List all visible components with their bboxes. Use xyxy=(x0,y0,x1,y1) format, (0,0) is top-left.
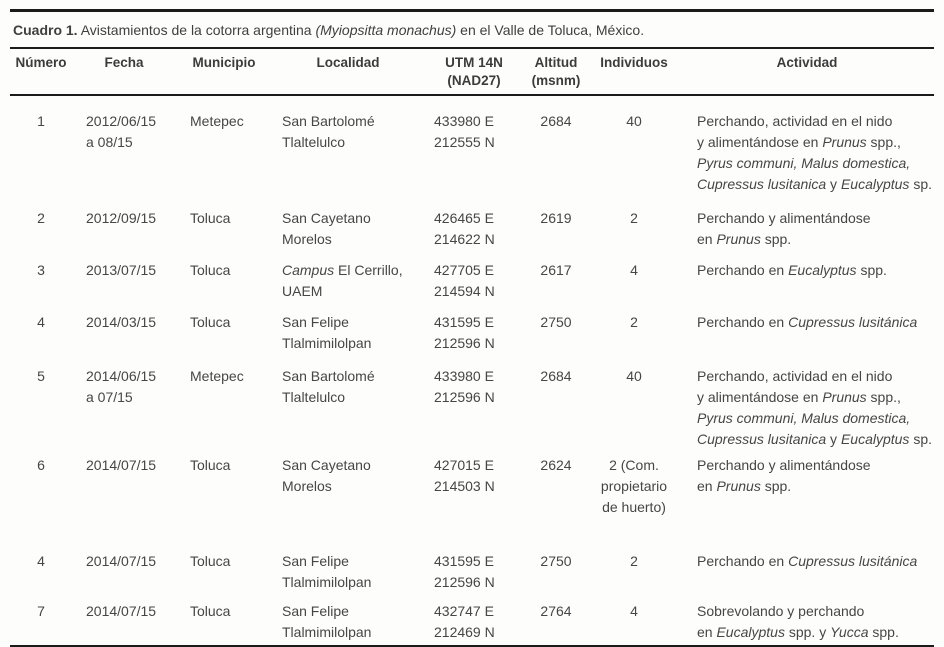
cell-numero: 1 xyxy=(37,113,45,129)
cell-individuos: 2 xyxy=(630,553,638,569)
cell-fecha: 2014/07/15 xyxy=(86,457,157,473)
cell-numero: 2 xyxy=(37,210,45,226)
cell-altitud: 2619 xyxy=(540,210,572,226)
cell-fecha: 2012/09/15 xyxy=(86,210,157,226)
cell-altitud: 2750 xyxy=(540,314,572,330)
cell-numero: 6 xyxy=(37,457,45,473)
cell-numero: 4 xyxy=(37,314,45,330)
cell-municipio: Toluca xyxy=(190,262,231,278)
cell-actividad: Perchando, actividad en el nido y alimen… xyxy=(697,368,933,447)
cell-altitud: 2617 xyxy=(540,262,572,278)
cell-municipio: Toluca xyxy=(190,210,231,226)
cell-municipio: Toluca xyxy=(190,314,231,330)
table-row: 4 2014/03/15 Toluca San Felipe Tlalmimil… xyxy=(10,312,934,366)
table-row: 4 2014/07/15 Toluca San Felipe Tlalmimil… xyxy=(10,551,934,601)
cell-fecha: 2014/07/15 xyxy=(86,603,157,619)
column-header-altitud: Altitud (msnm) xyxy=(524,49,588,96)
cell-numero: 4 xyxy=(37,553,45,569)
cell-altitud: 2750 xyxy=(540,553,572,569)
cell-utm: 431595 E 212596 N xyxy=(434,314,495,351)
cell-utm: 426465 E 214622 N xyxy=(434,210,495,247)
table-row: 5 2014/06/15 a 07/15 Metepec San Bartolo… xyxy=(10,366,934,455)
cell-actividad: Perchando, actividad en el nido y alimen… xyxy=(697,113,933,192)
cell-localidad: San Cayetano Morelos xyxy=(282,210,371,247)
table-row: 1 2012/06/15 a 08/15 Metepec San Bartolo… xyxy=(10,95,934,208)
cell-actividad: Perchando en Eucalyptus spp. xyxy=(697,262,887,278)
cell-utm: 427015 E 214503 N xyxy=(434,457,495,494)
table-title: Cuadro 1. Avistamientos de la cotorra ar… xyxy=(13,22,645,38)
cell-individuos: 2 xyxy=(630,314,638,330)
column-header-localidad: Localidad xyxy=(272,49,424,96)
column-header-actividad: Actividad xyxy=(680,49,934,96)
cell-municipio: Toluca xyxy=(190,457,231,473)
cell-municipio: Toluca xyxy=(190,553,231,569)
cell-individuos: 2 (Com. propietario de huerto) xyxy=(600,457,668,515)
cell-actividad: Perchando y alimentándose en Prunus spp. xyxy=(697,457,871,494)
table-body: 1 2012/06/15 a 08/15 Metepec San Bartolo… xyxy=(10,95,934,645)
table-header: Número Fecha Municipio Localidad UTM 14N… xyxy=(10,49,934,96)
cell-municipio: Metepec xyxy=(190,113,244,129)
cell-fecha: 2013/07/15 xyxy=(86,262,157,278)
cell-utm: 433980 E 212596 N xyxy=(434,368,495,405)
column-header-individuos: Individuos xyxy=(588,49,680,96)
cell-localidad: San Cayetano Morelos xyxy=(282,457,371,494)
table-row: 2 2012/09/15 Toluca San Cayetano Morelos… xyxy=(10,208,934,260)
cell-utm: 433980 E 212555 N xyxy=(434,113,495,150)
cell-localidad: San Felipe Tlalmimilolpan xyxy=(282,553,372,590)
cell-utm: 427705 E 214594 N xyxy=(434,262,495,299)
cell-altitud: 2684 xyxy=(540,113,572,129)
cell-individuos: 4 xyxy=(630,603,638,619)
cell-localidad: San Bartolomé Tlaltelulco xyxy=(282,368,375,405)
table-row: 6 2014/07/15 Toluca San Cayetano Morelos… xyxy=(10,455,934,551)
cell-localidad: San Bartolomé Tlaltelulco xyxy=(282,113,375,150)
sightings-table: Número Fecha Municipio Localidad UTM 14N… xyxy=(10,49,934,645)
table-row: 7 2014/07/15 Toluca San Felipe Tlalmimil… xyxy=(10,601,934,645)
cell-actividad: Perchando y alimentándose en Prunus spp. xyxy=(697,210,871,247)
cell-individuos: 2 xyxy=(630,210,638,226)
table-row: 3 2013/07/15 Toluca Campus El Cerrillo, … xyxy=(10,260,934,312)
column-header-numero: Número xyxy=(10,49,72,96)
column-header-municipio: Municipio xyxy=(176,49,272,96)
cell-fecha: 2012/06/15 a 08/15 xyxy=(86,113,157,150)
cell-localidad: Campus El Cerrillo, UAEM xyxy=(282,262,403,299)
cell-utm: 431595 E 212596 N xyxy=(434,553,495,590)
title-divider-rule xyxy=(10,47,934,49)
header-row: Número Fecha Municipio Localidad UTM 14N… xyxy=(10,49,934,96)
cell-altitud: 2624 xyxy=(540,457,572,473)
cell-municipio: Toluca xyxy=(190,603,231,619)
cell-individuos: 4 xyxy=(630,262,638,278)
cell-localidad: San Felipe Tlalmimilolpan xyxy=(282,314,372,351)
cell-altitud: 2764 xyxy=(540,603,572,619)
cell-actividad: Perchando en Cupressus lusitánica xyxy=(697,314,918,330)
cell-fecha: 2014/03/15 xyxy=(86,314,157,330)
cell-localidad: San Felipe Tlalmimilolpan xyxy=(282,603,372,640)
column-header-utm: UTM 14N (NAD27) xyxy=(424,49,524,96)
cell-numero: 7 xyxy=(37,603,45,619)
cell-fecha: 2014/07/15 xyxy=(86,553,157,569)
cell-individuos: 40 xyxy=(626,113,642,129)
cell-municipio: Metepec xyxy=(190,368,244,384)
cell-altitud: 2684 xyxy=(540,368,572,384)
cell-fecha: 2014/06/15 a 07/15 xyxy=(86,368,157,405)
cell-numero: 5 xyxy=(37,368,45,384)
cell-individuos: 40 xyxy=(626,368,642,384)
top-rule xyxy=(10,9,934,12)
column-header-fecha: Fecha xyxy=(72,49,176,96)
cell-actividad: Perchando en Cupressus lusitánica xyxy=(697,553,918,569)
cell-numero: 3 xyxy=(37,262,45,278)
bottom-rule xyxy=(10,645,934,647)
cell-utm: 432747 E 212469 N xyxy=(434,603,495,640)
cell-actividad: Sobrevolando y perchando en Eucalyptus s… xyxy=(697,603,899,640)
